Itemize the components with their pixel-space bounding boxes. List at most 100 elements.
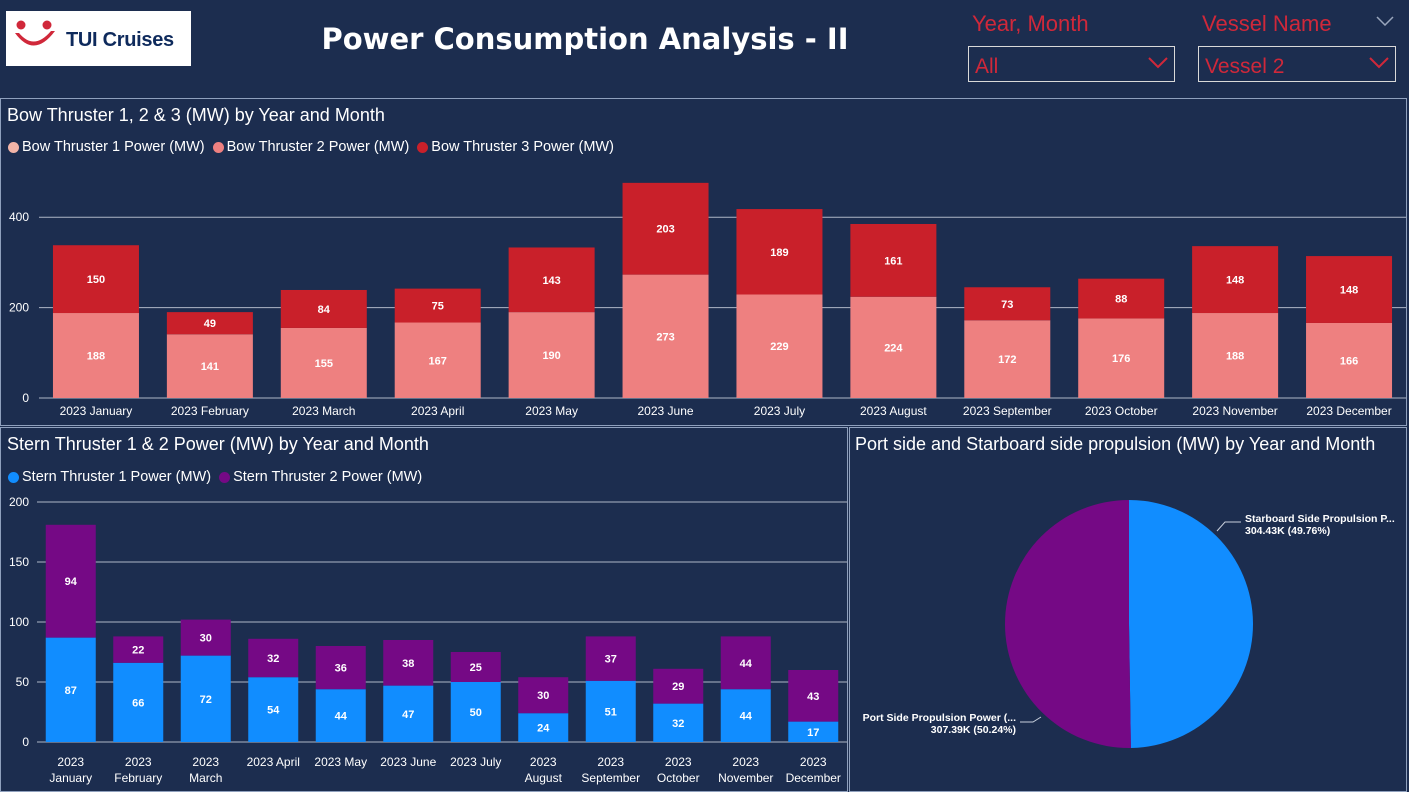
x-tick-label: 2023 June [380,755,436,769]
bow-thruster-chart: 0 200 400 188 150 2023 January 141 49 2023 Febru… [9,182,1406,418]
bar-segment [450,682,501,742]
data-label: 66 [132,697,144,709]
page-title: Power Consumption Analysis - II [321,22,849,56]
y-tick-label: 0 [22,735,29,749]
legend-item[interactable]: Bow Thruster 3 Power (MW) [417,139,614,155]
bar-segment [113,662,164,742]
bar-segment [720,636,771,690]
propulsion-chart-title: Port side and Starboard side propulsion … [855,434,1376,454]
bar-segment [113,636,164,663]
logo-text: TUI Cruises [66,29,174,51]
data-label: 32 [267,653,279,665]
bow-thruster-panel: Bow Thruster 1, 2 & 3 (MW) by Year and M… [0,98,1407,426]
propulsion-pie-chart: Starboard Side Propulsion P...304.43K (4… [863,500,1395,748]
x-tick-label: 2023 [192,755,219,769]
data-label: 24 [537,723,550,735]
x-tick-label: 2023 [597,755,624,769]
bar-segment [45,524,96,638]
data-label: 32 [672,718,684,730]
data-label: 188 [1226,351,1244,363]
y-tick-label: 400 [9,210,29,224]
x-tick-label: 2023 [665,755,692,769]
propulsion-panel: Port side and Starboard side propulsion … [849,427,1407,792]
x-tick-label: 2023 May [525,404,578,418]
y-tick-label: 200 [9,495,29,509]
legend-item[interactable]: Stern Thruster 2 Power (MW) [219,469,422,485]
x-tick-label: 2023 August [860,404,927,418]
data-label: 87 [65,685,77,697]
bar-segment [45,637,96,742]
bar-segment [653,668,704,704]
bar-segment [383,640,434,686]
data-label: 30 [200,633,212,645]
x-tick-label: 2023 June [638,404,694,418]
bar-segment [1306,256,1393,323]
x-tick-label: 2023 July [450,755,501,769]
x-tick-label: 2023 September [963,404,1052,418]
bar-segment [1306,322,1393,398]
bar-segment [394,322,481,398]
bar-segment [166,334,253,398]
x-tick-label: February [114,771,162,785]
legend-dot [212,141,224,153]
bar-segment [52,313,139,398]
data-label: 75 [432,301,444,313]
data-label: 188 [87,351,105,363]
collapse-chevron-icon[interactable] [1376,16,1394,26]
data-label: 176 [1112,353,1130,365]
data-label: 22 [132,645,144,657]
vessel-slicer-label: Vessel Name [1202,11,1332,36]
bar-segment [248,677,299,742]
slice-value-label: 304.43K (49.76%) [1245,525,1330,537]
x-tick-label: 2023 February [171,404,249,418]
x-tick-label: 2023 October [1085,404,1158,418]
x-tick-label: 2023 May [314,755,367,769]
year-month-value: All [975,55,999,78]
legend-item[interactable]: Bow Thruster 2 Power (MW) [212,139,409,155]
bar-segment [736,294,823,398]
data-label: 38 [402,658,414,670]
legend-item[interactable]: Stern Thruster 1 Power (MW) [8,469,211,485]
data-label: 72 [200,694,212,706]
bar-segment [736,209,823,295]
x-tick-label: 2023 [530,755,557,769]
vessel-dropdown[interactable]: Vessel 2 [1198,46,1396,82]
x-tick-label: 2023 April [411,404,464,418]
stern-chart-legend: Stern Thruster 1 Power (MW) Stern Thrust… [8,469,422,485]
bar-segment [720,689,771,742]
year-month-dropdown[interactable]: All [968,46,1175,82]
data-label: 49 [204,318,216,330]
pie-slice [1129,500,1254,748]
bar-segment [622,274,709,398]
data-label: 84 [318,304,331,316]
data-label: 50 [470,707,482,719]
x-tick-label: 2023 [800,755,827,769]
stern-thruster-chart: 0 50 100 150 200 87 94 2023 January 66 22 2023 Febru… [9,495,847,785]
leader-line [1216,521,1241,532]
data-label: 148 [1226,275,1244,287]
legend-label: Bow Thruster 1 Power (MW) [22,139,205,155]
x-tick-label: November [718,771,773,785]
legend-dot [417,141,429,153]
bar-segment [180,655,231,742]
bar-segment [450,652,501,682]
data-label: 51 [605,706,617,718]
bar-segment [394,288,481,323]
x-tick-label: 2023 December [1306,404,1391,418]
x-tick-label: 2023 [125,755,152,769]
bar-segment [1192,246,1279,314]
data-label: 150 [87,274,105,286]
bar-segment [518,677,569,714]
data-label: 25 [470,662,482,674]
legend-item[interactable]: Bow Thruster 1 Power (MW) [8,139,205,155]
y-tick-label: 50 [16,675,30,689]
bar-segment [508,247,595,313]
bar-segment [653,703,704,742]
data-label: 88 [1115,294,1127,306]
data-label: 17 [807,727,819,739]
bar-segment [315,646,366,690]
bar-segment [166,312,253,335]
data-label: 172 [998,354,1016,366]
bar-segment [1078,278,1165,319]
data-label: 30 [537,690,549,702]
